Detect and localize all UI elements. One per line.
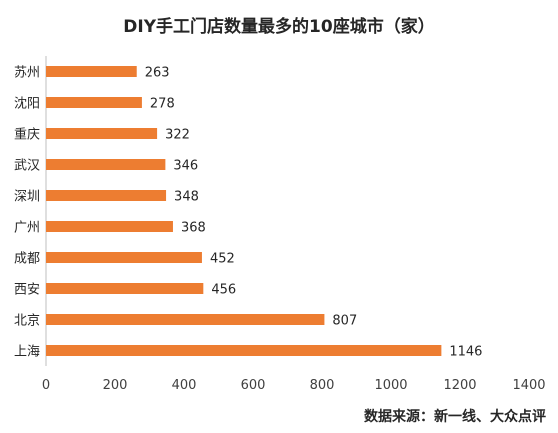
x-tick-label: 800 [310, 378, 335, 393]
bar [46, 314, 325, 325]
x-tick-label: 1000 [374, 378, 407, 393]
x-tick-label: 1400 [512, 378, 545, 393]
data-label: 263 [145, 66, 170, 81]
data-label: 368 [181, 221, 206, 236]
bar [46, 66, 137, 77]
bar [46, 128, 158, 139]
category-label: 重庆 [14, 127, 40, 143]
category-label: 苏州 [14, 65, 40, 81]
category-label: 成都 [14, 252, 40, 267]
bar [46, 345, 442, 356]
bar [46, 97, 142, 108]
x-tick-label: 0 [42, 378, 50, 393]
bar [46, 283, 204, 294]
data-label: 807 [332, 314, 357, 329]
data-label: 452 [210, 252, 235, 267]
category-label: 沈阳 [14, 97, 40, 112]
source-note: 数据来源：新一线、大众点评 [364, 409, 546, 425]
category-label: 武汉 [14, 159, 40, 174]
category-label: 上海 [14, 345, 40, 360]
bar [46, 221, 173, 232]
category-label: 广州 [14, 221, 40, 236]
data-label: 322 [165, 128, 190, 143]
x-tick-label: 400 [172, 378, 197, 393]
category-label: 西安 [14, 283, 40, 298]
data-label: 1146 [449, 345, 482, 360]
category-label: 深圳 [14, 190, 40, 205]
bar [46, 252, 202, 263]
category-label: 北京 [14, 314, 40, 329]
x-tick-label: 200 [103, 378, 128, 393]
bar [46, 190, 167, 201]
chart-title: DIY手工门店数量最多的10座城市（家） [123, 17, 435, 37]
x-tick-label: 1200 [443, 378, 476, 393]
data-label: 348 [174, 190, 199, 205]
data-label: 278 [150, 97, 175, 112]
data-label: 456 [211, 283, 236, 298]
data-label: 346 [173, 159, 198, 174]
x-tick-label: 600 [241, 378, 266, 393]
bar [46, 159, 166, 170]
